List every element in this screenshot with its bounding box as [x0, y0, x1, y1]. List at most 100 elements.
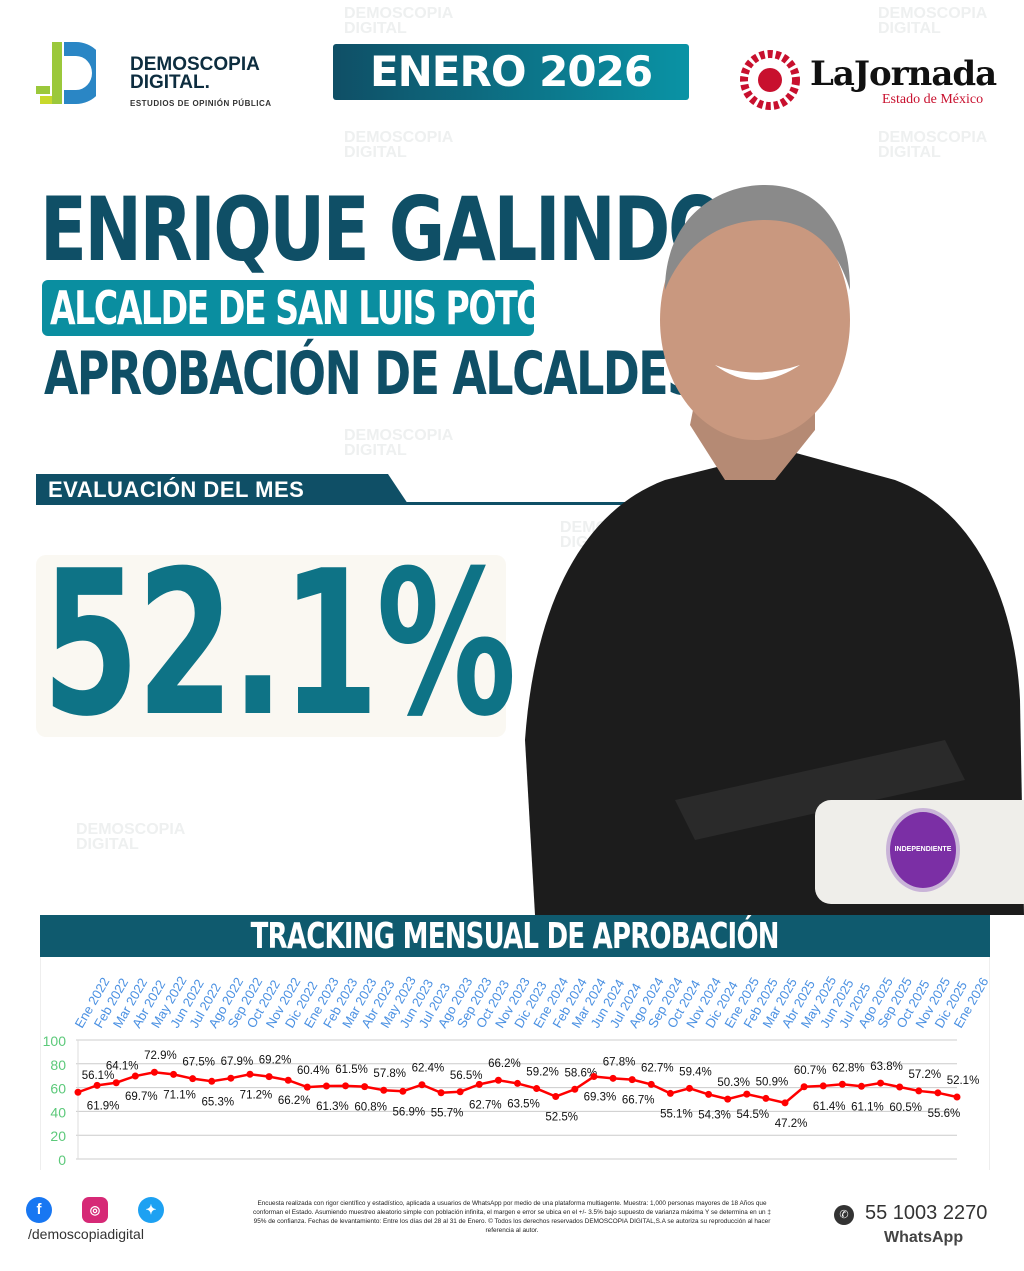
month-badge: ENERO 2026: [333, 44, 689, 100]
data-point: [74, 1088, 82, 1096]
social-handle[interactable]: /demoscopiadigital: [28, 1226, 144, 1242]
data-point: [533, 1085, 541, 1093]
y-tick-label: 20: [50, 1128, 66, 1144]
data-label: 69.2%: [259, 1055, 292, 1067]
data-label: 69.3%: [584, 1092, 617, 1104]
survey-subtitle: APROBACIÓN DE ALCALDES: [44, 339, 699, 409]
twitter-icon[interactable]: ✦: [138, 1197, 164, 1223]
data-point: [170, 1070, 178, 1078]
data-label: 60.7%: [794, 1065, 827, 1077]
data-point: [131, 1072, 139, 1080]
whatsapp-label: WhatsApp: [884, 1229, 964, 1246]
data-point: [514, 1079, 521, 1087]
party-badge: INDEPENDIENTE: [886, 808, 960, 892]
whatsapp-phone[interactable]: 55 1003 2270: [865, 1202, 988, 1224]
data-point: [590, 1073, 598, 1081]
data-label: 67.9%: [221, 1056, 254, 1068]
data-label: 57.2%: [908, 1069, 941, 1081]
data-point: [322, 1082, 330, 1090]
y-tick-label: 0: [58, 1152, 66, 1168]
data-point: [953, 1093, 961, 1101]
data-label: 61.9%: [87, 1100, 120, 1112]
data-label: 59.4%: [679, 1066, 712, 1078]
data-point: [934, 1089, 942, 1097]
data-label: 66.2%: [278, 1095, 311, 1107]
data-point: [724, 1095, 732, 1103]
approval-value: 52.1%: [42, 528, 517, 761]
y-tick-label: 80: [50, 1057, 66, 1073]
data-point: [896, 1083, 904, 1091]
divider: [36, 502, 676, 505]
methodology-note: Encuesta realizada con rigor científico …: [253, 1200, 771, 1234]
data-label: 69.7%: [125, 1091, 158, 1103]
data-label: 47.2%: [775, 1118, 808, 1130]
data-point: [552, 1093, 560, 1101]
data-label: 67.8%: [603, 1056, 636, 1068]
data-point: [303, 1083, 311, 1091]
candidate-role: ALCALDE DE SAN LUIS POTOSÍ: [42, 280, 578, 336]
data-point: [342, 1082, 350, 1090]
data-point: [915, 1087, 923, 1095]
data-label: 61.3%: [316, 1101, 349, 1113]
data-point: [877, 1079, 885, 1087]
data-point: [150, 1068, 158, 1076]
y-tick-label: 40: [50, 1104, 66, 1120]
whatsapp-icon: ✆: [834, 1205, 854, 1225]
data-point: [246, 1070, 254, 1078]
instagram-icon[interactable]: ◎: [82, 1197, 108, 1223]
data-label: 67.5%: [182, 1057, 215, 1069]
evaluation-label: EVALUACIÓN DEL MES: [36, 474, 408, 504]
data-point: [609, 1074, 617, 1082]
data-point: [685, 1084, 693, 1092]
y-tick-label: 100: [43, 1033, 67, 1049]
data-point: [705, 1090, 713, 1098]
data-label: 54.3%: [698, 1109, 731, 1121]
data-label: 62.4%: [412, 1063, 445, 1075]
data-label: 58.6%: [565, 1067, 598, 1079]
data-label: 57.8%: [373, 1068, 406, 1080]
data-point: [112, 1079, 120, 1087]
data-label: 56.1%: [82, 1070, 115, 1082]
facebook-icon[interactable]: f: [26, 1197, 52, 1223]
data-label: 61.4%: [813, 1101, 846, 1113]
data-point: [494, 1076, 502, 1084]
data-label: 50.9%: [756, 1076, 789, 1088]
data-point: [284, 1076, 292, 1084]
data-label: 66.7%: [622, 1095, 655, 1107]
data-label: 63.8%: [870, 1061, 903, 1073]
data-label: 52.5%: [545, 1112, 578, 1124]
data-label: 60.5%: [889, 1102, 922, 1114]
chart-title: TRACKING MENSUAL DE APROBACIÓN: [40, 915, 990, 957]
data-label: 54.5%: [736, 1109, 769, 1121]
data-label: 65.3%: [201, 1096, 234, 1108]
data-point: [418, 1081, 426, 1089]
data-point: [743, 1090, 751, 1098]
candidate-photo: [525, 185, 1024, 915]
data-label: 62.8%: [832, 1062, 865, 1074]
data-label: 63.5%: [507, 1098, 540, 1110]
data-point: [399, 1087, 407, 1095]
data-label: 55.6%: [928, 1108, 961, 1120]
data-label: 60.4%: [297, 1065, 330, 1077]
data-point: [437, 1089, 445, 1097]
partner-subtitle: Estado de México: [882, 92, 984, 107]
data-point: [93, 1081, 101, 1089]
data-label: 64.1%: [106, 1061, 139, 1073]
candidate-name: ENRIQUE GALINDO: [40, 178, 726, 281]
data-point: [208, 1077, 216, 1085]
data-point: [628, 1076, 636, 1084]
approval-panel: [36, 555, 506, 737]
data-point: [456, 1088, 464, 1096]
data-label: 55.7%: [431, 1108, 464, 1120]
data-label: 61.5%: [335, 1064, 368, 1076]
data-label: 60.8%: [354, 1102, 387, 1114]
y-tick-label: 60: [50, 1081, 66, 1097]
data-label: 62.7%: [469, 1099, 502, 1111]
data-point: [189, 1075, 197, 1083]
